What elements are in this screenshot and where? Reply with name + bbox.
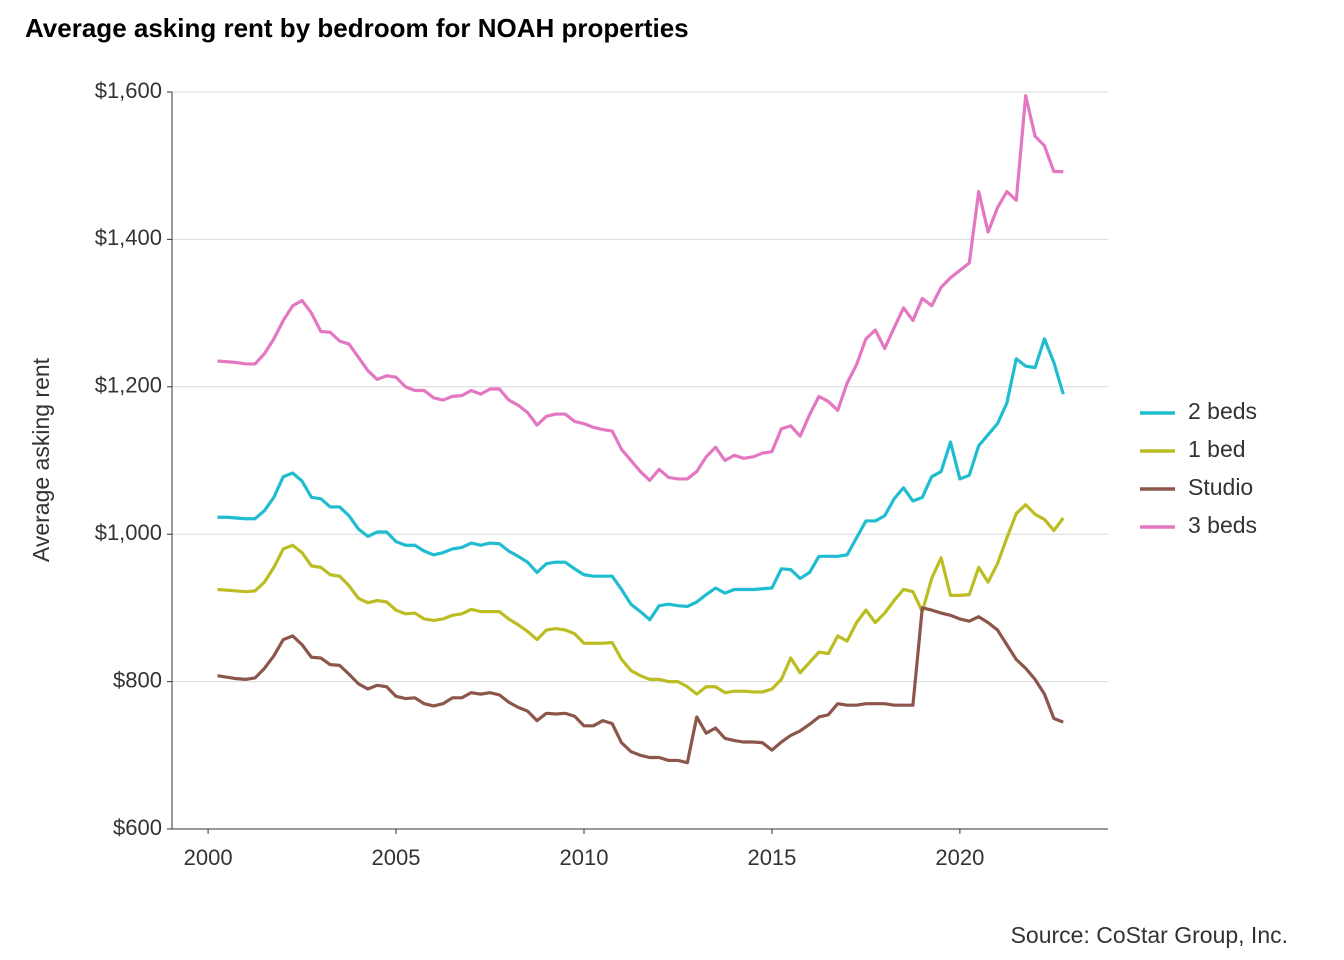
chart-title: Average asking rent by bedroom for NOAH … (25, 13, 689, 43)
x-tick-label: 2020 (935, 845, 984, 870)
y-tick-label: $1,400 (95, 225, 162, 250)
series-line (217, 606, 1064, 765)
y-tick-label: $1,600 (95, 78, 162, 103)
y-tick-label: $600 (113, 815, 162, 840)
legend-label: 2 beds (1188, 398, 1257, 424)
y-tick-label: $1,000 (95, 520, 162, 545)
legend-label: Studio (1188, 474, 1253, 500)
series-line (217, 503, 1065, 696)
series-line (217, 337, 1065, 622)
x-tick-label: 2005 (372, 845, 421, 870)
x-tick-label: 2010 (560, 845, 609, 870)
x-tick-label: 2000 (184, 845, 233, 870)
y-tick-label: $1,200 (95, 373, 162, 398)
legend-label: 1 bed (1188, 436, 1246, 462)
y-axis-label: Average asking rent (28, 357, 54, 562)
series-line (217, 94, 1064, 482)
x-tick-label: 2015 (747, 845, 796, 870)
source-note: Source: CoStar Group, Inc. (1011, 922, 1288, 948)
legend-label: 3 beds (1188, 512, 1257, 538)
y-tick-label: $800 (113, 667, 162, 692)
